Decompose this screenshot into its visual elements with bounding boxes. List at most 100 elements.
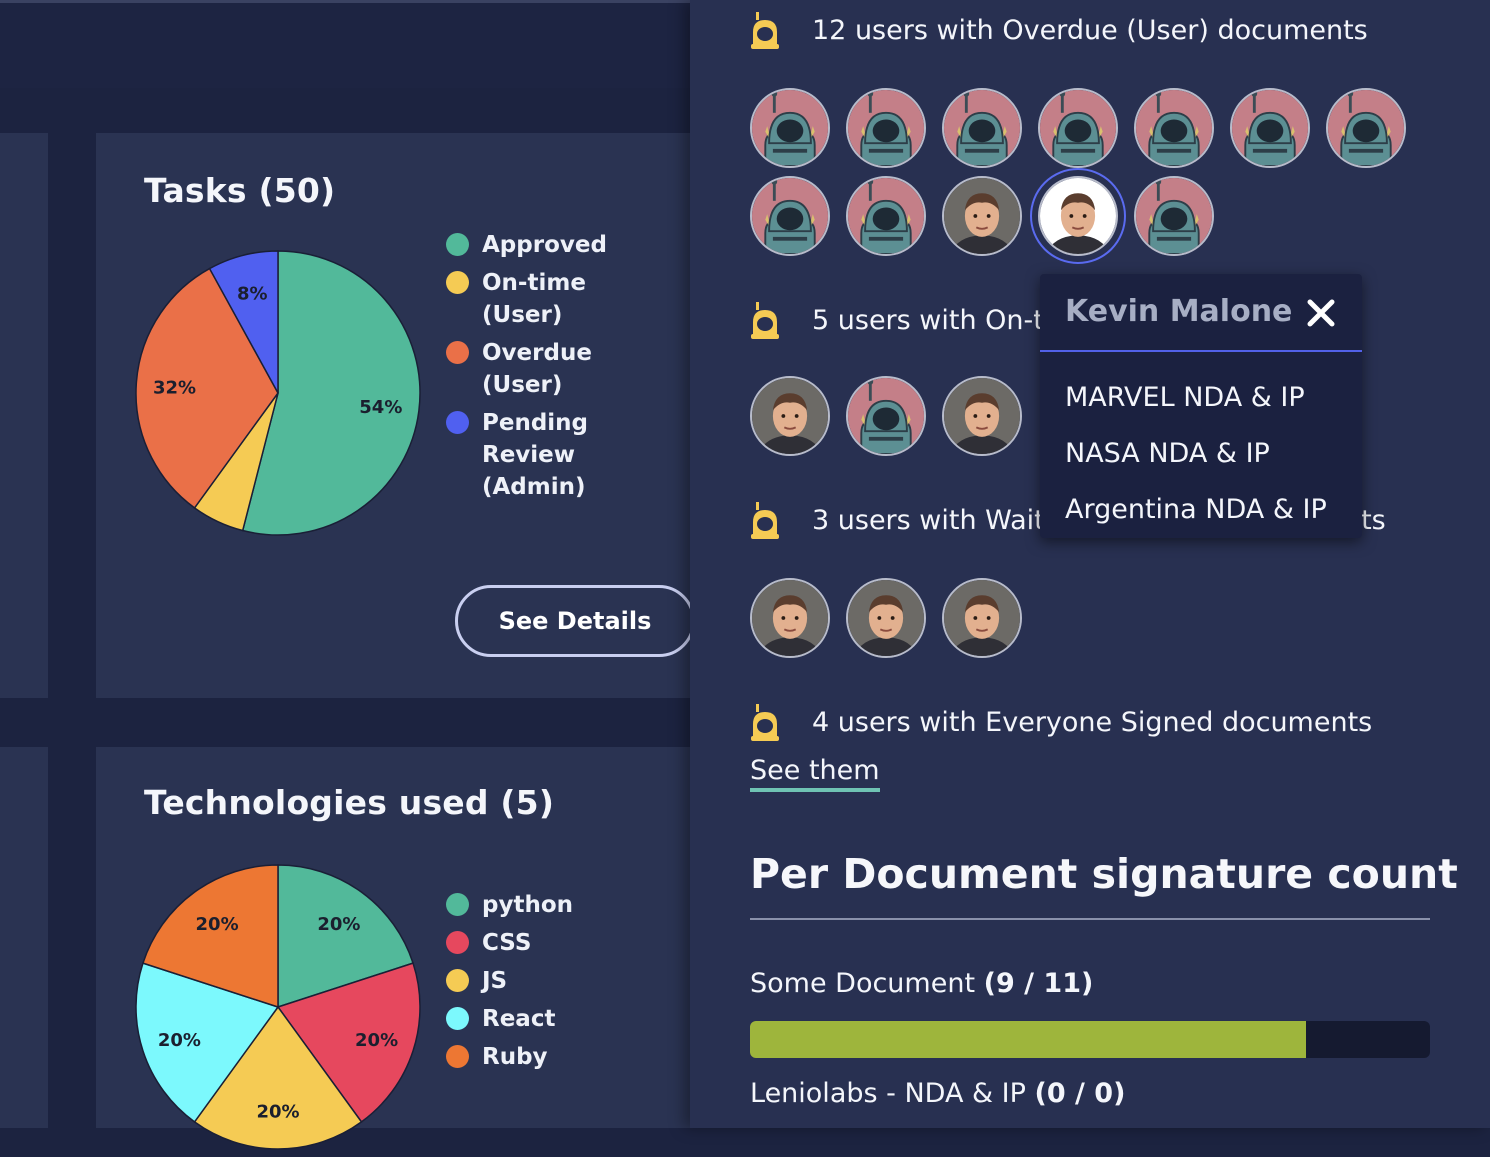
robot-avatar-icon[interactable] bbox=[750, 176, 830, 256]
legend-label: Ruby bbox=[482, 1044, 548, 1070]
section-divider bbox=[750, 918, 1430, 920]
close-icon[interactable] bbox=[1304, 296, 1338, 330]
js-dot bbox=[446, 969, 469, 992]
document-count: (0 / 0) bbox=[1034, 1078, 1126, 1109]
left-card-2 bbox=[0, 747, 48, 1128]
legend-label: On-time (User) bbox=[482, 270, 586, 328]
popup-divider bbox=[1040, 350, 1362, 352]
pie-slice-overdue-user-[interactable] bbox=[135, 267, 279, 509]
robot-avatar-icon[interactable] bbox=[846, 176, 926, 256]
ontime-avatars-row bbox=[750, 376, 1038, 456]
legend-item-css: CSS bbox=[446, 927, 622, 959]
overdue-dot bbox=[446, 341, 469, 364]
legend-label: React bbox=[482, 1006, 556, 1032]
legend-item-pending: Pending Review (Admin) bbox=[446, 407, 622, 503]
legend-item-ontime: On-time (User) bbox=[446, 267, 622, 331]
pie-data-label: 20% bbox=[317, 914, 360, 935]
legend-label: Approved bbox=[482, 232, 607, 258]
pie-slice-python[interactable] bbox=[277, 864, 414, 1009]
popup-document-item[interactable]: NASA NDA & IP bbox=[1065, 438, 1270, 469]
robot-avatar-icon[interactable] bbox=[1326, 88, 1406, 168]
top-bar bbox=[0, 0, 690, 88]
user-avatar[interactable] bbox=[1030, 168, 1126, 264]
pie-slice-react[interactable] bbox=[135, 962, 280, 1123]
robot-avatar-icon[interactable] bbox=[1038, 88, 1118, 168]
popup-document-item[interactable]: Argentina NDA & IP bbox=[1065, 494, 1327, 525]
robot-icon bbox=[750, 500, 780, 540]
pie-slice-approved[interactable] bbox=[241, 250, 421, 536]
tasks-legend: Approved On-time (User) Overdue (User) P… bbox=[446, 229, 622, 509]
robot-avatar-icon[interactable] bbox=[1134, 176, 1214, 256]
technologies-card-title: Technologies used (5) bbox=[144, 783, 555, 822]
robot-avatar-icon[interactable] bbox=[846, 88, 926, 168]
css-dot bbox=[446, 931, 469, 954]
document-row-label: Leniolabs - NDA & IP (0 / 0) bbox=[750, 1078, 1125, 1109]
legend-item-react: React bbox=[446, 1003, 622, 1035]
document-name: Leniolabs - NDA & IP bbox=[750, 1078, 1026, 1109]
overdue-avatars-row-1 bbox=[750, 88, 1422, 168]
legend-item-js: JS bbox=[446, 965, 622, 997]
document-name: Some Document bbox=[750, 968, 976, 999]
user-avatar[interactable] bbox=[750, 578, 830, 658]
user-avatar[interactable] bbox=[942, 578, 1022, 658]
legend-label: Pending Review (Admin) bbox=[482, 410, 589, 500]
popup-document-list: MARVEL NDA & IP NASA NDA & IP Argentina … bbox=[1065, 370, 1327, 538]
robot-avatar-icon[interactable] bbox=[846, 376, 926, 456]
pie-data-label: 54% bbox=[359, 397, 402, 418]
ruby-dot bbox=[446, 1045, 469, 1068]
group-overdue-heading: 12 users with Overdue (User) documents bbox=[750, 10, 1368, 50]
tasks-card-title: Tasks (50) bbox=[144, 171, 336, 210]
pie-data-label: 8% bbox=[237, 284, 268, 305]
tasks-card: Tasks (50) 54% 32% 8% Approved On-time (Us… bbox=[96, 133, 716, 698]
approved-dot bbox=[446, 233, 469, 256]
robot-avatar-icon[interactable] bbox=[1134, 88, 1214, 168]
technologies-legend: python CSS JS React Ruby bbox=[446, 889, 622, 1079]
pie-data-label: 20% bbox=[196, 914, 239, 935]
technologies-card: Technologies used (5) 20% 20% 20% 20% 20% py… bbox=[96, 747, 716, 1150]
pie-data-label: 32% bbox=[153, 377, 196, 398]
robot-icon bbox=[750, 702, 780, 742]
pie-slice-pending-review-admin-[interactable] bbox=[208, 250, 279, 394]
user-avatar[interactable] bbox=[942, 376, 1022, 456]
document-progress-fill bbox=[750, 1021, 1307, 1058]
legend-label: CSS bbox=[482, 930, 532, 956]
robot-avatar-icon[interactable] bbox=[1230, 88, 1310, 168]
user-avatar[interactable] bbox=[846, 578, 926, 658]
pending-dot bbox=[446, 411, 469, 434]
python-dot bbox=[446, 893, 469, 916]
tasks-pie-chart: 54% 32% 8% bbox=[135, 250, 421, 536]
popup-user-name: Kevin Malone bbox=[1065, 294, 1293, 329]
pie-data-label: 20% bbox=[158, 1030, 201, 1051]
react-dot bbox=[446, 1007, 469, 1030]
group-overdue-text: 12 users with Overdue (User) documents bbox=[812, 14, 1368, 46]
pie-slice-css[interactable] bbox=[276, 962, 421, 1123]
pie-data-label: 20% bbox=[256, 1102, 299, 1123]
robot-avatar-icon[interactable] bbox=[942, 88, 1022, 168]
document-progress-bar bbox=[750, 1021, 1430, 1058]
robot-icon bbox=[750, 300, 780, 340]
document-row-label: Some Document (9 / 11) bbox=[750, 968, 1093, 999]
pie-slice-ruby[interactable] bbox=[142, 864, 279, 1009]
legend-item-overdue: Overdue (User) bbox=[446, 337, 622, 401]
see-details-button[interactable]: See Details bbox=[455, 585, 695, 657]
legend-label: JS bbox=[482, 968, 508, 994]
popup-document-item[interactable]: MARVEL NDA & IP bbox=[1065, 382, 1305, 413]
group-everyone-text: 4 users with Everyone Signed documents bbox=[812, 706, 1373, 738]
robot-icon bbox=[750, 10, 780, 50]
ontime-dot bbox=[446, 271, 469, 294]
user-documents-popup: Kevin Malone MARVEL NDA & IP NASA NDA & … bbox=[1040, 274, 1362, 538]
technologies-pie-chart: 20% 20% 20% 20% 20% bbox=[135, 864, 421, 1150]
legend-item-approved: Approved bbox=[446, 229, 622, 261]
waiting-avatars-row bbox=[750, 578, 1038, 658]
legend-label: python bbox=[482, 892, 574, 918]
user-avatar[interactable] bbox=[942, 176, 1022, 256]
user-avatar[interactable] bbox=[750, 376, 830, 456]
pie-data-label: 20% bbox=[355, 1030, 398, 1051]
robot-avatar-icon[interactable] bbox=[750, 88, 830, 168]
per-document-title: Per Document signature count bbox=[750, 850, 1458, 898]
group-everyone-heading: 4 users with Everyone Signed documents bbox=[750, 702, 1372, 742]
legend-item-python: python bbox=[446, 889, 622, 921]
see-them-link[interactable]: See them bbox=[750, 755, 880, 792]
legend-label: Overdue (User) bbox=[482, 340, 592, 398]
users-side-panel: 12 users with Overdue (User) documents 5… bbox=[690, 0, 1490, 1128]
